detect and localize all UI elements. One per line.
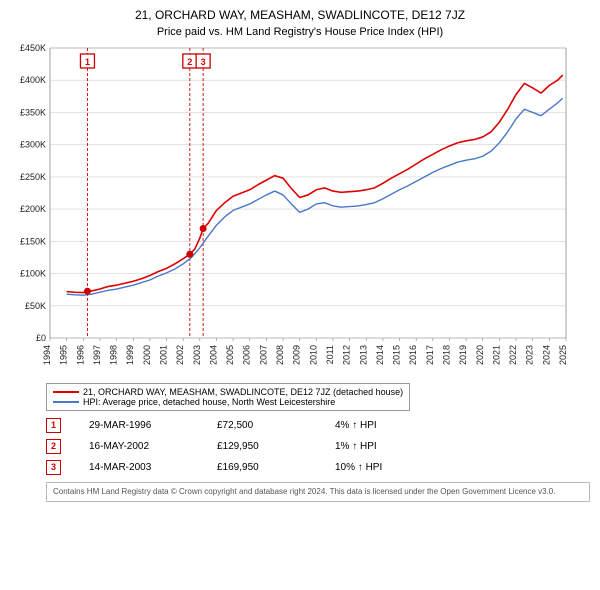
svg-text:2014: 2014 — [375, 345, 385, 365]
svg-text:£50K: £50K — [25, 300, 46, 310]
chart-plot-area: £0 £50K £100K £150K £200K £250K £300K £350K £400… — [10, 42, 590, 377]
marker-pct: 1% ↑ HPI — [335, 441, 415, 452]
svg-text:2016: 2016 — [408, 345, 418, 365]
svg-text:2002: 2002 — [175, 345, 185, 365]
svg-text:2007: 2007 — [258, 345, 268, 365]
svg-text:£0: £0 — [36, 333, 46, 343]
legend-label: HPI: Average price, detached house, Nort… — [83, 397, 335, 407]
svg-text:2004: 2004 — [208, 345, 218, 365]
chart-container: 21, ORCHARD WAY, MEASHAM, SWADLINCOTE, D… — [0, 0, 600, 590]
marker-date: 16-MAY-2002 — [89, 441, 189, 452]
marker-number-box: 3 — [46, 460, 61, 475]
legend-row: HPI: Average price, detached house, Nort… — [53, 397, 403, 407]
marker-date: 14-MAR-2003 — [89, 462, 189, 473]
svg-text:2: 2 — [187, 57, 192, 67]
svg-text:2013: 2013 — [358, 345, 368, 365]
marker-number-box: 1 — [46, 418, 61, 433]
svg-text:2003: 2003 — [192, 345, 202, 365]
svg-text:2019: 2019 — [458, 345, 468, 365]
svg-text:2018: 2018 — [441, 345, 451, 365]
marker-price: £129,950 — [217, 441, 307, 452]
marker-date: 29-MAR-1996 — [89, 420, 189, 431]
svg-text:2008: 2008 — [275, 345, 285, 365]
svg-text:2022: 2022 — [508, 345, 518, 365]
svg-text:1994: 1994 — [42, 345, 52, 365]
svg-text:2001: 2001 — [159, 345, 169, 365]
svg-text:2025: 2025 — [558, 345, 568, 365]
svg-text:2005: 2005 — [225, 345, 235, 365]
marker-number-box: 2 — [46, 439, 61, 454]
chart-legend: 21, ORCHARD WAY, MEASHAM, SWADLINCOTE, D… — [46, 383, 410, 411]
svg-text:2015: 2015 — [392, 345, 402, 365]
marker-price: £169,950 — [217, 462, 307, 473]
svg-text:2011: 2011 — [325, 345, 335, 364]
chart-title: 21, ORCHARD WAY, MEASHAM, SWADLINCOTE, D… — [10, 8, 590, 24]
legend-swatch — [53, 391, 79, 393]
marker-pct: 10% ↑ HPI — [335, 462, 415, 473]
attribution-text: Contains HM Land Registry data © Crown c… — [46, 482, 590, 502]
marker-pct: 4% ↑ HPI — [335, 420, 415, 431]
svg-text:1997: 1997 — [92, 345, 102, 365]
svg-text:£150K: £150K — [20, 236, 46, 246]
sale-marker-table: 1 29-MAR-1996 £72,500 4% ↑ HPI 2 16-MAY-2002 £… — [46, 415, 590, 478]
marker-price: £72,500 — [217, 420, 307, 431]
svg-text:£400K: £400K — [20, 75, 46, 85]
svg-text:2024: 2024 — [541, 345, 551, 365]
legend-swatch — [53, 401, 79, 403]
svg-text:£100K: £100K — [20, 268, 46, 278]
svg-text:1998: 1998 — [109, 345, 119, 365]
chart-subtitle: Price paid vs. HM Land Registry's House … — [10, 26, 590, 38]
svg-text:2010: 2010 — [308, 345, 318, 365]
svg-text:2012: 2012 — [342, 345, 352, 365]
svg-text:1: 1 — [85, 57, 90, 67]
legend-row: 21, ORCHARD WAY, MEASHAM, SWADLINCOTE, D… — [53, 387, 403, 397]
svg-text:2000: 2000 — [142, 345, 152, 365]
svg-text:2017: 2017 — [425, 345, 435, 365]
svg-text:1999: 1999 — [125, 345, 135, 365]
marker-table-row: 3 14-MAR-2003 £169,950 10% ↑ HPI — [46, 457, 590, 478]
svg-text:£450K: £450K — [20, 43, 46, 53]
svg-text:£250K: £250K — [20, 171, 46, 181]
legend-label: 21, ORCHARD WAY, MEASHAM, SWADLINCOTE, D… — [83, 387, 403, 397]
svg-text:1995: 1995 — [59, 345, 69, 365]
svg-text:3: 3 — [201, 57, 206, 67]
svg-text:2020: 2020 — [475, 345, 485, 365]
line-chart-svg: £0 £50K £100K £150K £200K £250K £300K £350K £400… — [10, 42, 570, 372]
svg-text:2021: 2021 — [491, 345, 501, 365]
svg-text:2009: 2009 — [292, 345, 302, 365]
marker-table-row: 1 29-MAR-1996 £72,500 4% ↑ HPI — [46, 415, 590, 436]
svg-text:£300K: £300K — [20, 139, 46, 149]
svg-text:£200K: £200K — [20, 204, 46, 214]
svg-text:2023: 2023 — [525, 345, 535, 365]
svg-text:1996: 1996 — [75, 345, 85, 365]
marker-table-row: 2 16-MAY-2002 £129,950 1% ↑ HPI — [46, 436, 590, 457]
svg-text:£350K: £350K — [20, 107, 46, 117]
svg-text:2006: 2006 — [242, 345, 252, 365]
